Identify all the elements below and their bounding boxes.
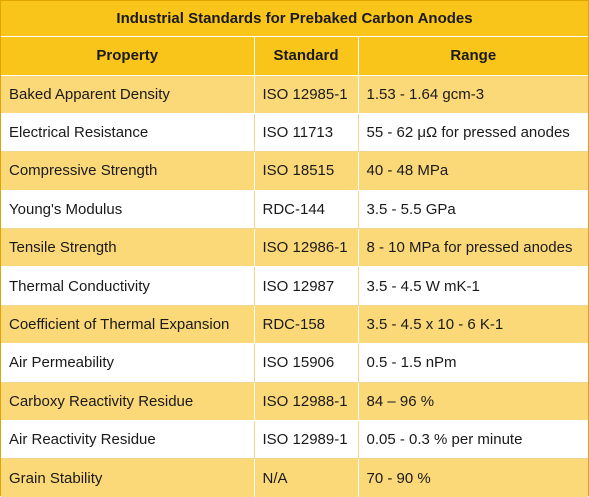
range-cell: 84 – 96 %: [358, 382, 588, 422]
standards-table: Property Standard Range Baked Apparent D…: [1, 37, 588, 497]
property-cell: Young's Modulus: [1, 190, 255, 230]
table-row: Air Reactivity Residue ISO 12989-1 0.05 …: [1, 420, 588, 460]
property-cell: Air Permeability: [1, 343, 255, 383]
column-header-property: Property: [1, 37, 255, 76]
range-cell: 1.53 - 1.64 gcm-3: [358, 75, 588, 114]
table-row: Compressive Strength ISO 18515 40 - 48 M…: [1, 151, 588, 191]
property-cell: Coefficient of Thermal Expansion: [1, 305, 255, 345]
range-cell: 3.5 - 4.5 x 10 - 6 K-1: [358, 305, 588, 345]
table-row: Thermal Conductivity ISO 12987 3.5 - 4.5…: [1, 266, 588, 306]
column-header-standard: Standard: [254, 37, 359, 76]
standard-cell: ISO 15906: [254, 343, 359, 383]
property-cell: Carboxy Reactivity Residue: [1, 382, 255, 422]
range-cell: 0.05 - 0.3 % per minute: [358, 420, 588, 460]
table-row: Coefficient of Thermal Expansion RDC-158…: [1, 305, 588, 345]
standard-cell: RDC-144: [254, 190, 359, 230]
range-cell: 3.5 - 5.5 GPa: [358, 190, 588, 230]
standard-cell: ISO 12988-1: [254, 382, 359, 422]
standard-cell: ISO 12989-1: [254, 420, 359, 460]
standard-cell: ISO 12987: [254, 266, 359, 306]
range-cell: 3.5 - 4.5 W mK-1: [358, 266, 588, 306]
table-row: Baked Apparent Density ISO 12985-1 1.53 …: [1, 75, 588, 114]
header-row: Property Standard Range: [1, 37, 588, 76]
table-row: Tensile Strength ISO 12986-1 8 - 10 MPa …: [1, 228, 588, 268]
range-cell: 70 - 90 %: [358, 458, 588, 497]
column-header-range: Range: [358, 37, 588, 76]
table-row: Grain Stability N/A 70 - 90 %: [1, 458, 588, 497]
table-row: Air Permeability ISO 15906 0.5 - 1.5 nPm: [1, 343, 588, 383]
table-row: Electrical Resistance ISO 11713 55 - 62 …: [1, 113, 588, 153]
range-cell: 8 - 10 MPa for pressed anodes: [358, 228, 588, 268]
range-cell: 40 - 48 MPa: [358, 151, 588, 191]
table-row: Carboxy Reactivity Residue ISO 12988-1 8…: [1, 382, 588, 422]
property-cell: Thermal Conductivity: [1, 266, 255, 306]
standard-cell: ISO 12985-1: [254, 75, 359, 114]
range-cell: 0.5 - 1.5 nPm: [358, 343, 588, 383]
property-cell: Tensile Strength: [1, 228, 255, 268]
standard-cell: ISO 11713: [254, 113, 359, 153]
standard-cell: ISO 12986-1: [254, 228, 359, 268]
standard-cell: RDC-158: [254, 305, 359, 345]
property-cell: Electrical Resistance: [1, 113, 255, 153]
property-cell: Compressive Strength: [1, 151, 255, 191]
property-cell: Air Reactivity Residue: [1, 420, 255, 460]
standard-cell: ISO 18515: [254, 151, 359, 191]
table-title: Industrial Standards for Prebaked Carbon…: [1, 1, 588, 37]
range-cell: 55 - 62 μΩ for pressed anodes: [358, 113, 588, 153]
property-cell: Grain Stability: [1, 458, 255, 497]
standard-cell: N/A: [254, 458, 359, 497]
table-row: Young's Modulus RDC-144 3.5 - 5.5 GPa: [1, 190, 588, 230]
property-cell: Baked Apparent Density: [1, 75, 255, 114]
